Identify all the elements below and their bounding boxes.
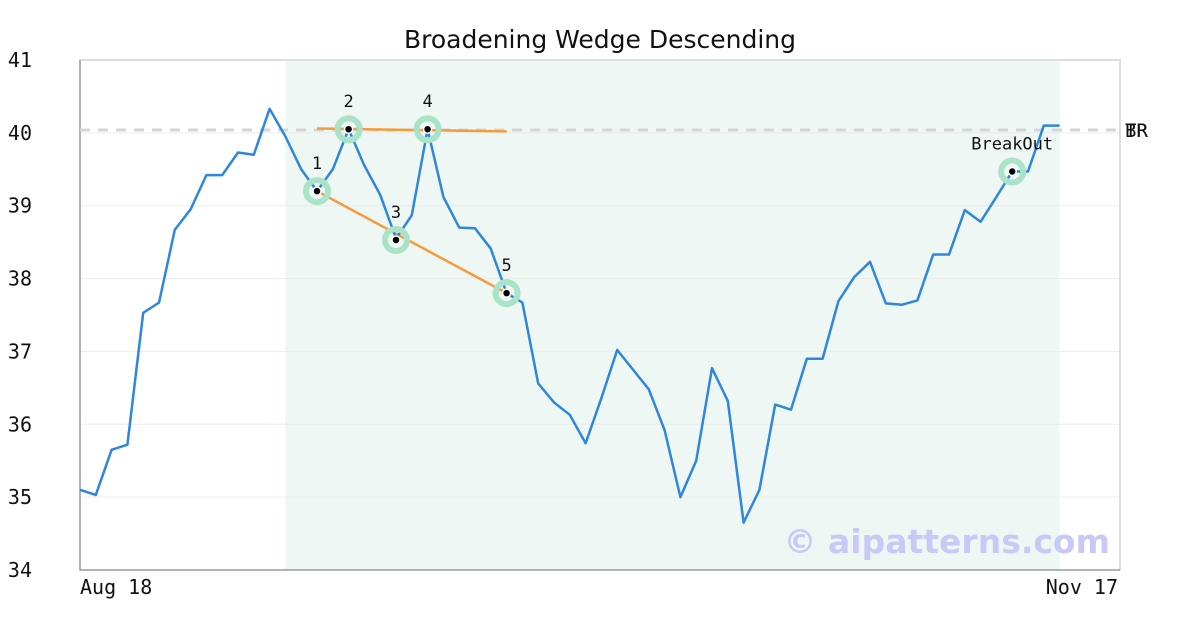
y-tick-label: 36 xyxy=(8,412,32,436)
level-label: BR xyxy=(1125,120,1148,142)
y-tick-label: 41 xyxy=(8,48,32,72)
pattern-point-dot xyxy=(501,288,512,298)
x-tick-label: Aug 18 xyxy=(80,575,152,599)
y-axis: 34 35 36 37 38 39 40 41 xyxy=(8,48,32,582)
breakout-point-dot xyxy=(1007,166,1017,177)
price-line xyxy=(79,107,1060,524)
pattern-point-label: 3 xyxy=(391,203,401,223)
pattern-point-label: 2 xyxy=(343,92,353,112)
x-axis: Aug 18 Nov 17 xyxy=(80,575,1118,599)
plot-frame xyxy=(79,59,1121,571)
pattern-point-halo xyxy=(303,177,331,206)
pattern-point-label: 4 xyxy=(422,92,432,112)
x-tick-label: Nov 17 xyxy=(1046,575,1118,599)
pattern-point-halo xyxy=(382,225,410,254)
pattern-point-halo xyxy=(492,279,521,308)
trendline xyxy=(316,190,508,295)
breakout-point-halo xyxy=(998,157,1027,186)
level-label: TR xyxy=(1125,120,1148,142)
y-tick-label: 34 xyxy=(8,558,32,582)
chart-title: Broadening Wedge Descending xyxy=(404,25,796,54)
breakout-point-label: BreakOut xyxy=(971,134,1053,154)
pattern-highlight-region xyxy=(285,60,1060,570)
pattern-point-label: 1 xyxy=(312,154,322,174)
pattern-point-dot xyxy=(391,235,401,245)
pattern-point-dot xyxy=(422,124,433,134)
y-tick-label: 35 xyxy=(8,485,32,509)
y-tick-label: 37 xyxy=(8,339,32,363)
y-tick-label: 38 xyxy=(8,267,32,291)
y-tick-label: 39 xyxy=(8,194,32,218)
pattern-point-dot xyxy=(312,186,322,196)
grid-lines xyxy=(80,132,1120,498)
pattern-point-label: 5 xyxy=(501,256,511,276)
pattern-point-halo xyxy=(334,115,363,144)
pattern-markers: 1 2 3 4 5 BreakOut xyxy=(303,92,1053,308)
watermark: © aipatterns.com xyxy=(784,522,1110,561)
y-tick-label: 40 xyxy=(8,121,32,145)
pattern-point-halo xyxy=(413,115,442,144)
pattern-point-dot xyxy=(343,124,354,134)
